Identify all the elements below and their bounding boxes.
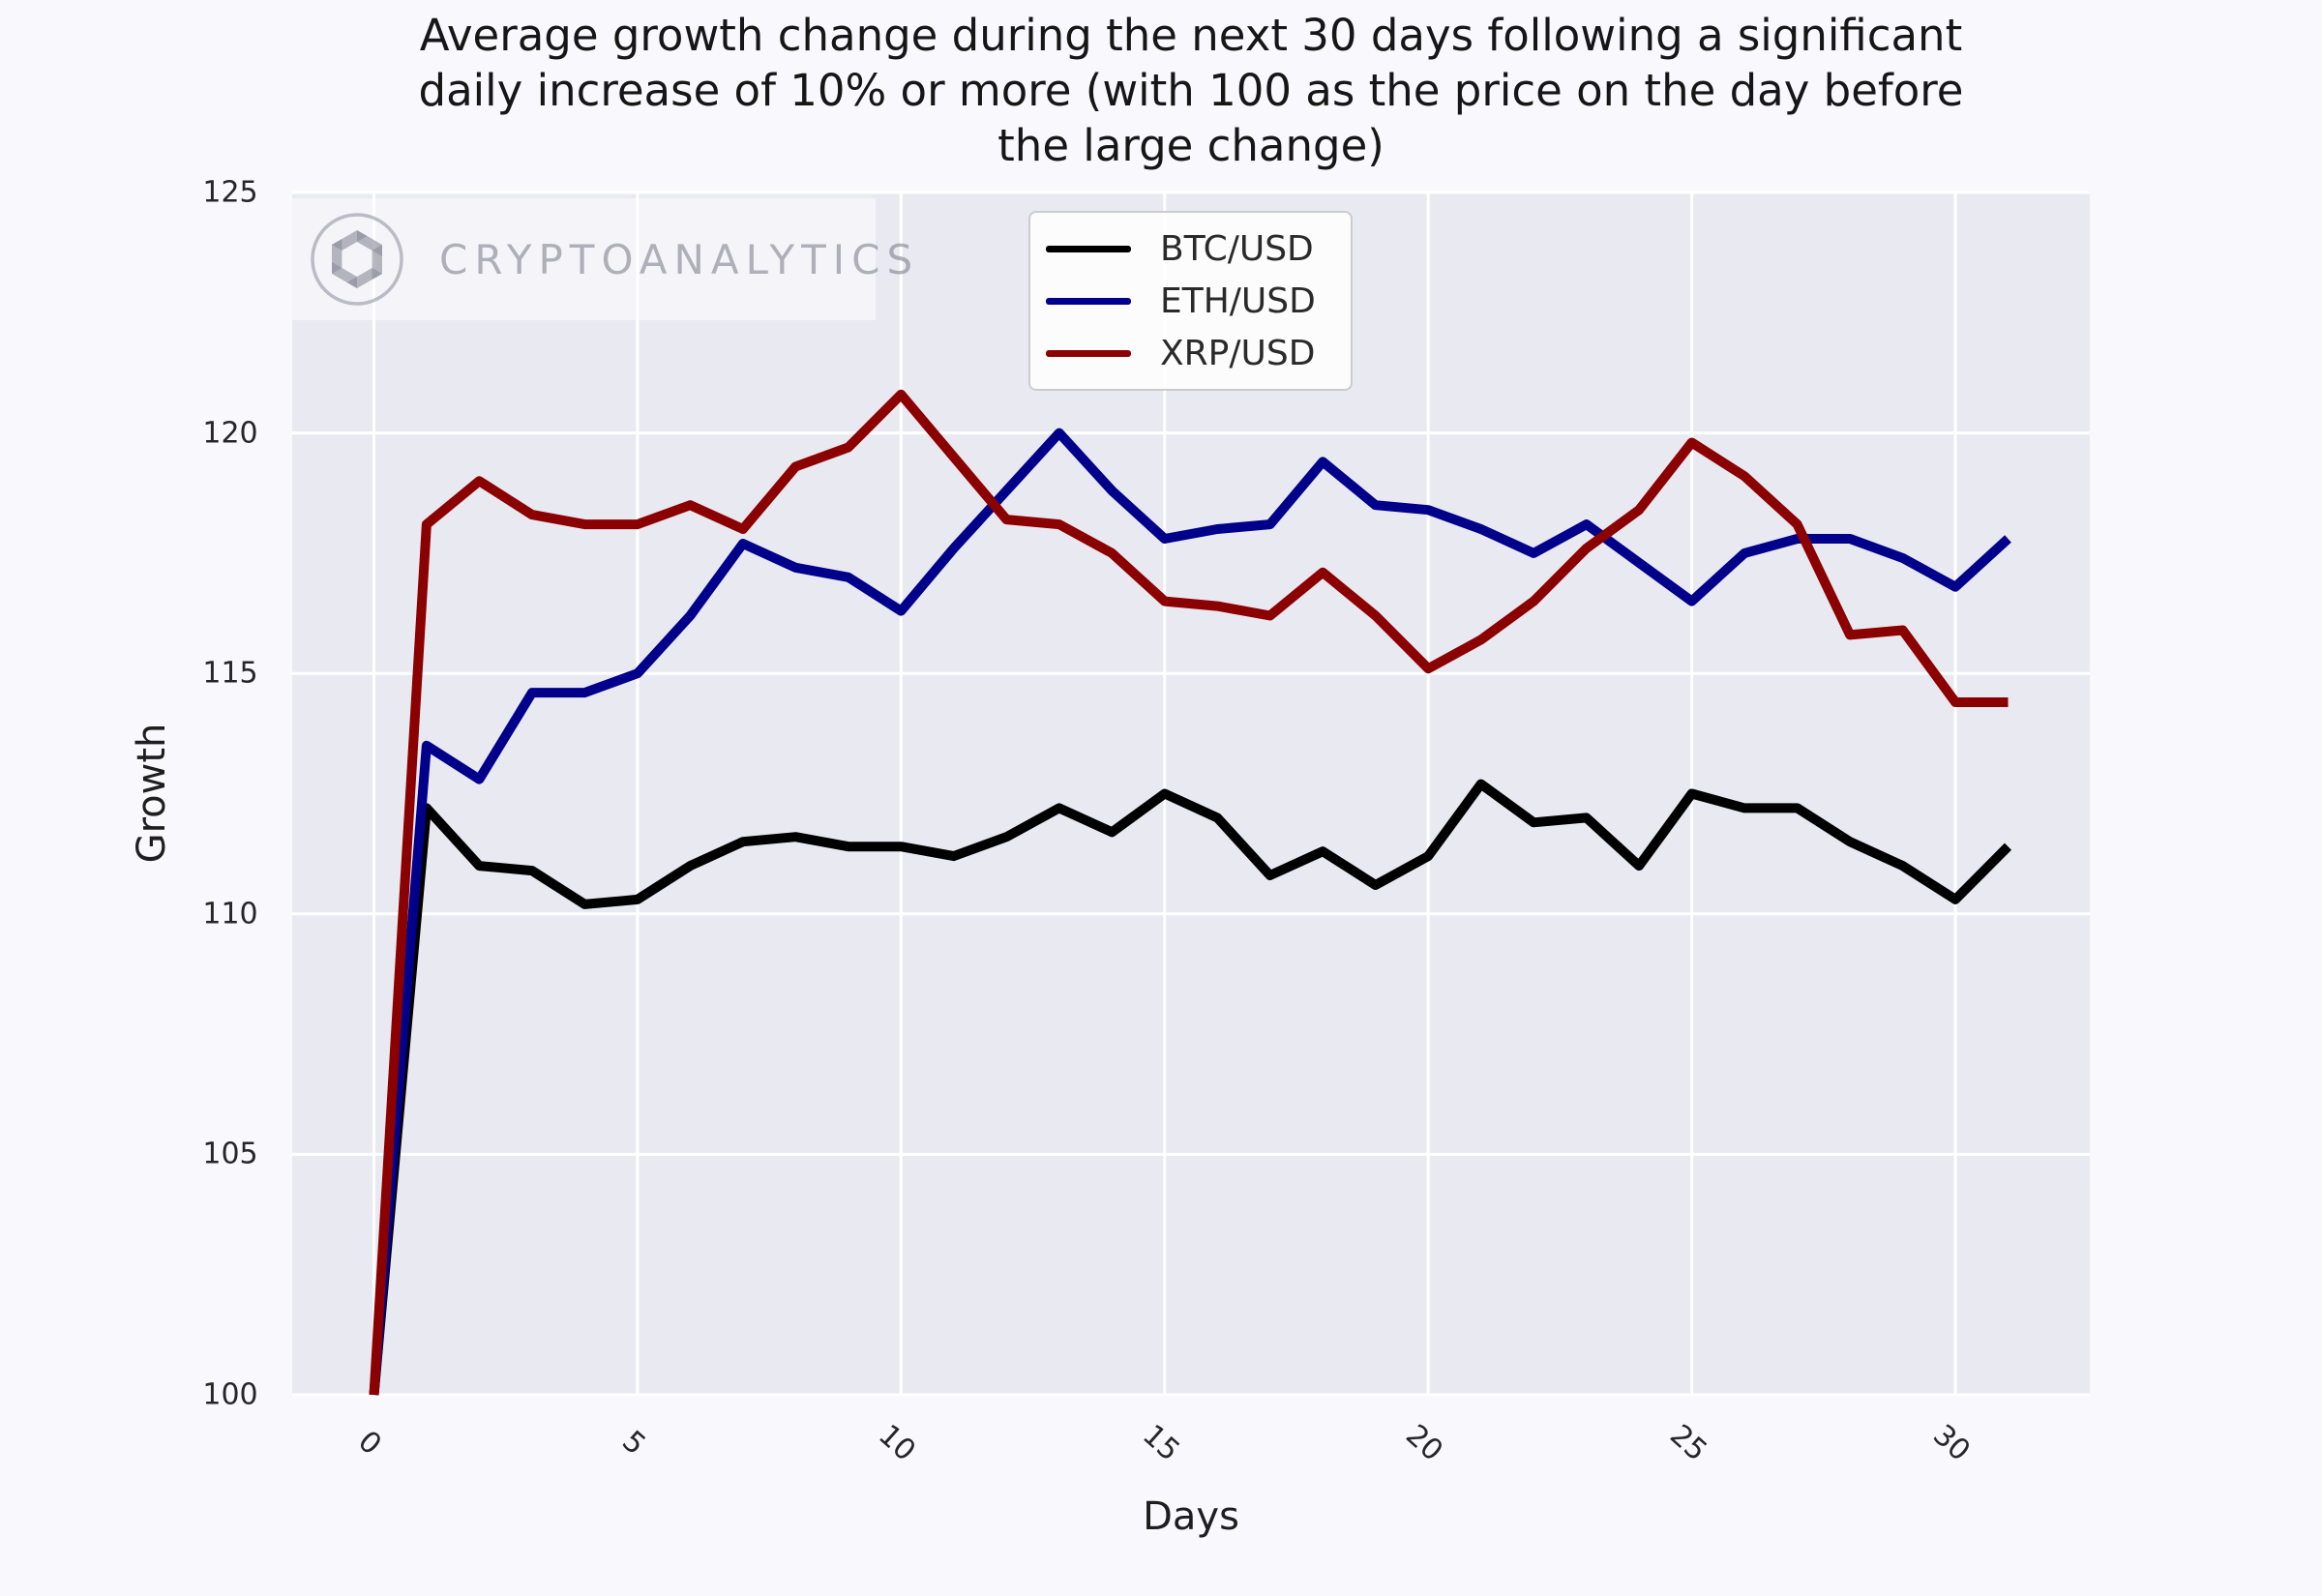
legend-swatch-eth	[1046, 297, 1131, 305]
legend-item-eth: ETH/USD	[1046, 281, 1351, 321]
ytick-125: 125	[202, 175, 258, 210]
legend-swatch-btc	[1046, 245, 1131, 252]
line-xrp-usd	[369, 389, 2009, 1396]
legend: BTC/USD ETH/USD XRP/USD	[1028, 211, 1353, 391]
legend-label-eth: ETH/USD	[1160, 281, 1316, 321]
legend-item-xrp: XRP/USD	[1046, 334, 1351, 373]
legend-swatch-xrp	[1046, 349, 1131, 357]
chart-title-line1: Average growth change during the next 30…	[419, 10, 1963, 61]
ytick-120: 120	[202, 416, 258, 451]
plot-area	[292, 192, 2090, 1395]
legend-label-btc: BTC/USD	[1160, 228, 1314, 269]
ytick-105: 105	[202, 1137, 258, 1171]
chart-title-line2: daily increase of 10% or more (with 100 …	[418, 65, 1964, 116]
logo-blade	[332, 229, 368, 251]
ytick-110: 110	[202, 897, 258, 931]
watermark: CRYPTOANALYTICS	[292, 198, 912, 320]
legend-item-btc: BTC/USD	[1046, 229, 1351, 269]
chart-title: Average growth change during the next 30…	[60, 8, 2322, 173]
data-lines	[369, 389, 2012, 1396]
line-eth-usd	[369, 428, 2011, 1396]
y-axis-label: Growth	[130, 723, 174, 864]
hex-aperture-logo-icon	[311, 213, 403, 306]
legend-label-xrp: XRP/USD	[1160, 333, 1316, 373]
ytick-100: 100	[202, 1377, 258, 1412]
ytick-115: 115	[202, 656, 258, 691]
line-btc-usd	[369, 779, 2012, 1396]
watermark-brand: CRYPTOANALYTICS	[439, 235, 920, 283]
x-axis-label: Days	[1143, 1494, 1239, 1539]
chart-title-line3: the large change)	[997, 120, 1384, 171]
